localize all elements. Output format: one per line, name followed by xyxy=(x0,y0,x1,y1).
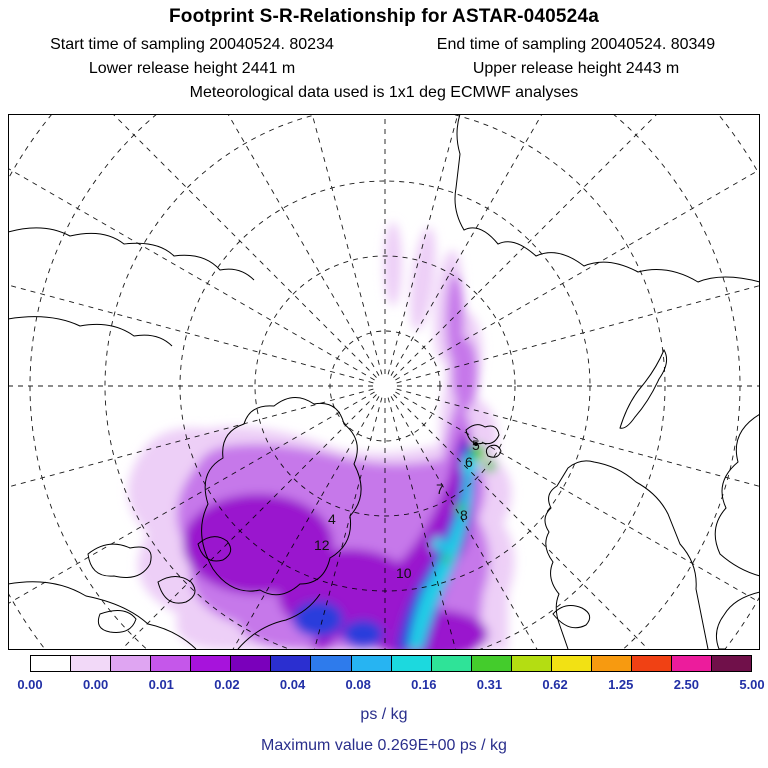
colorbar-segment xyxy=(270,656,311,671)
colorbar-segment xyxy=(390,656,431,671)
colorbar-segment xyxy=(590,656,631,671)
colorbar-segment xyxy=(430,656,471,671)
colorbar-segment xyxy=(550,656,591,671)
map-waypoint-label: 6 xyxy=(465,454,473,470)
colorbar-segment xyxy=(711,656,752,671)
footprint-plume xyxy=(128,222,515,659)
met-data-label: Meteorological data used is 1x1 deg ECMW… xyxy=(189,84,579,101)
colorbar xyxy=(30,655,752,672)
colorbar-tick-label: 5.00 xyxy=(739,677,765,692)
colorbar-tick-label: 0.04 xyxy=(279,677,306,692)
colorbar-segment xyxy=(110,656,151,671)
colorbar-segment xyxy=(470,656,511,671)
colorbar-segment xyxy=(350,656,391,671)
colorbar-segment xyxy=(671,656,712,671)
colorbar-segment xyxy=(70,656,111,671)
end-time-label: End time of sampling 20040524. 80349 xyxy=(436,36,716,53)
upper-release-label: Upper release height 2443 m xyxy=(472,60,680,77)
map-waypoint-label: 8 xyxy=(460,507,468,523)
release-site-marker xyxy=(474,442,478,446)
map-waypoint-label: 10 xyxy=(396,565,412,581)
colorbar-tick-labels: 0.00 0.00 0.01 0.02 0.04 0.08 0.16 0.31 0.62 1.25… xyxy=(17,677,764,693)
colorbar-tick-label: 0.31 xyxy=(476,677,503,692)
colorbar-segment xyxy=(630,656,671,671)
start-time-label: Start time of sampling 20040524. 80234 xyxy=(50,36,334,53)
map-border xyxy=(8,114,760,650)
maximum-value-label: Maximum value 0.269E+00 ps / kg xyxy=(261,737,507,754)
colorbar-tick-label: 0.62 xyxy=(542,677,568,692)
colorbar-segment xyxy=(310,656,351,671)
sampling-times-row: Start time of sampling 20040524. 80234 E… xyxy=(0,36,768,54)
colorbar-segment xyxy=(230,656,271,671)
colorbar-tick-label: 0.08 xyxy=(345,677,371,692)
colorbar-tick-label: 0.01 xyxy=(148,677,174,692)
map-waypoint-label: 4 xyxy=(328,511,336,527)
map-waypoint-label: 7 xyxy=(436,481,444,497)
colorbar-tick-label: 1.25 xyxy=(608,677,634,692)
colorbar-tick-label: 0.00 xyxy=(17,677,43,692)
colorbar-tick-label: 0.00 xyxy=(82,677,109,692)
colorbar-tick-label: 0.16 xyxy=(411,677,437,692)
lower-release-label: Lower release height 2441 m xyxy=(88,60,296,77)
coastlines xyxy=(7,113,761,650)
colorbar-units-label: ps / kg xyxy=(360,706,408,723)
release-heights-row: Lower release height 2441 m Upper releas… xyxy=(0,60,768,78)
colorbar-segment xyxy=(190,656,231,671)
colorbar-tick-label: 0.02 xyxy=(214,677,240,692)
colorbar-tick-label: 2.50 xyxy=(673,677,700,692)
page-title: Footprint S-R-Relationship for ASTAR-040… xyxy=(168,6,599,27)
map-waypoint-label: 12 xyxy=(314,537,330,553)
colorbar-segment xyxy=(510,656,551,671)
colorbar-segment xyxy=(150,656,191,671)
colorbar-segment xyxy=(31,656,71,671)
